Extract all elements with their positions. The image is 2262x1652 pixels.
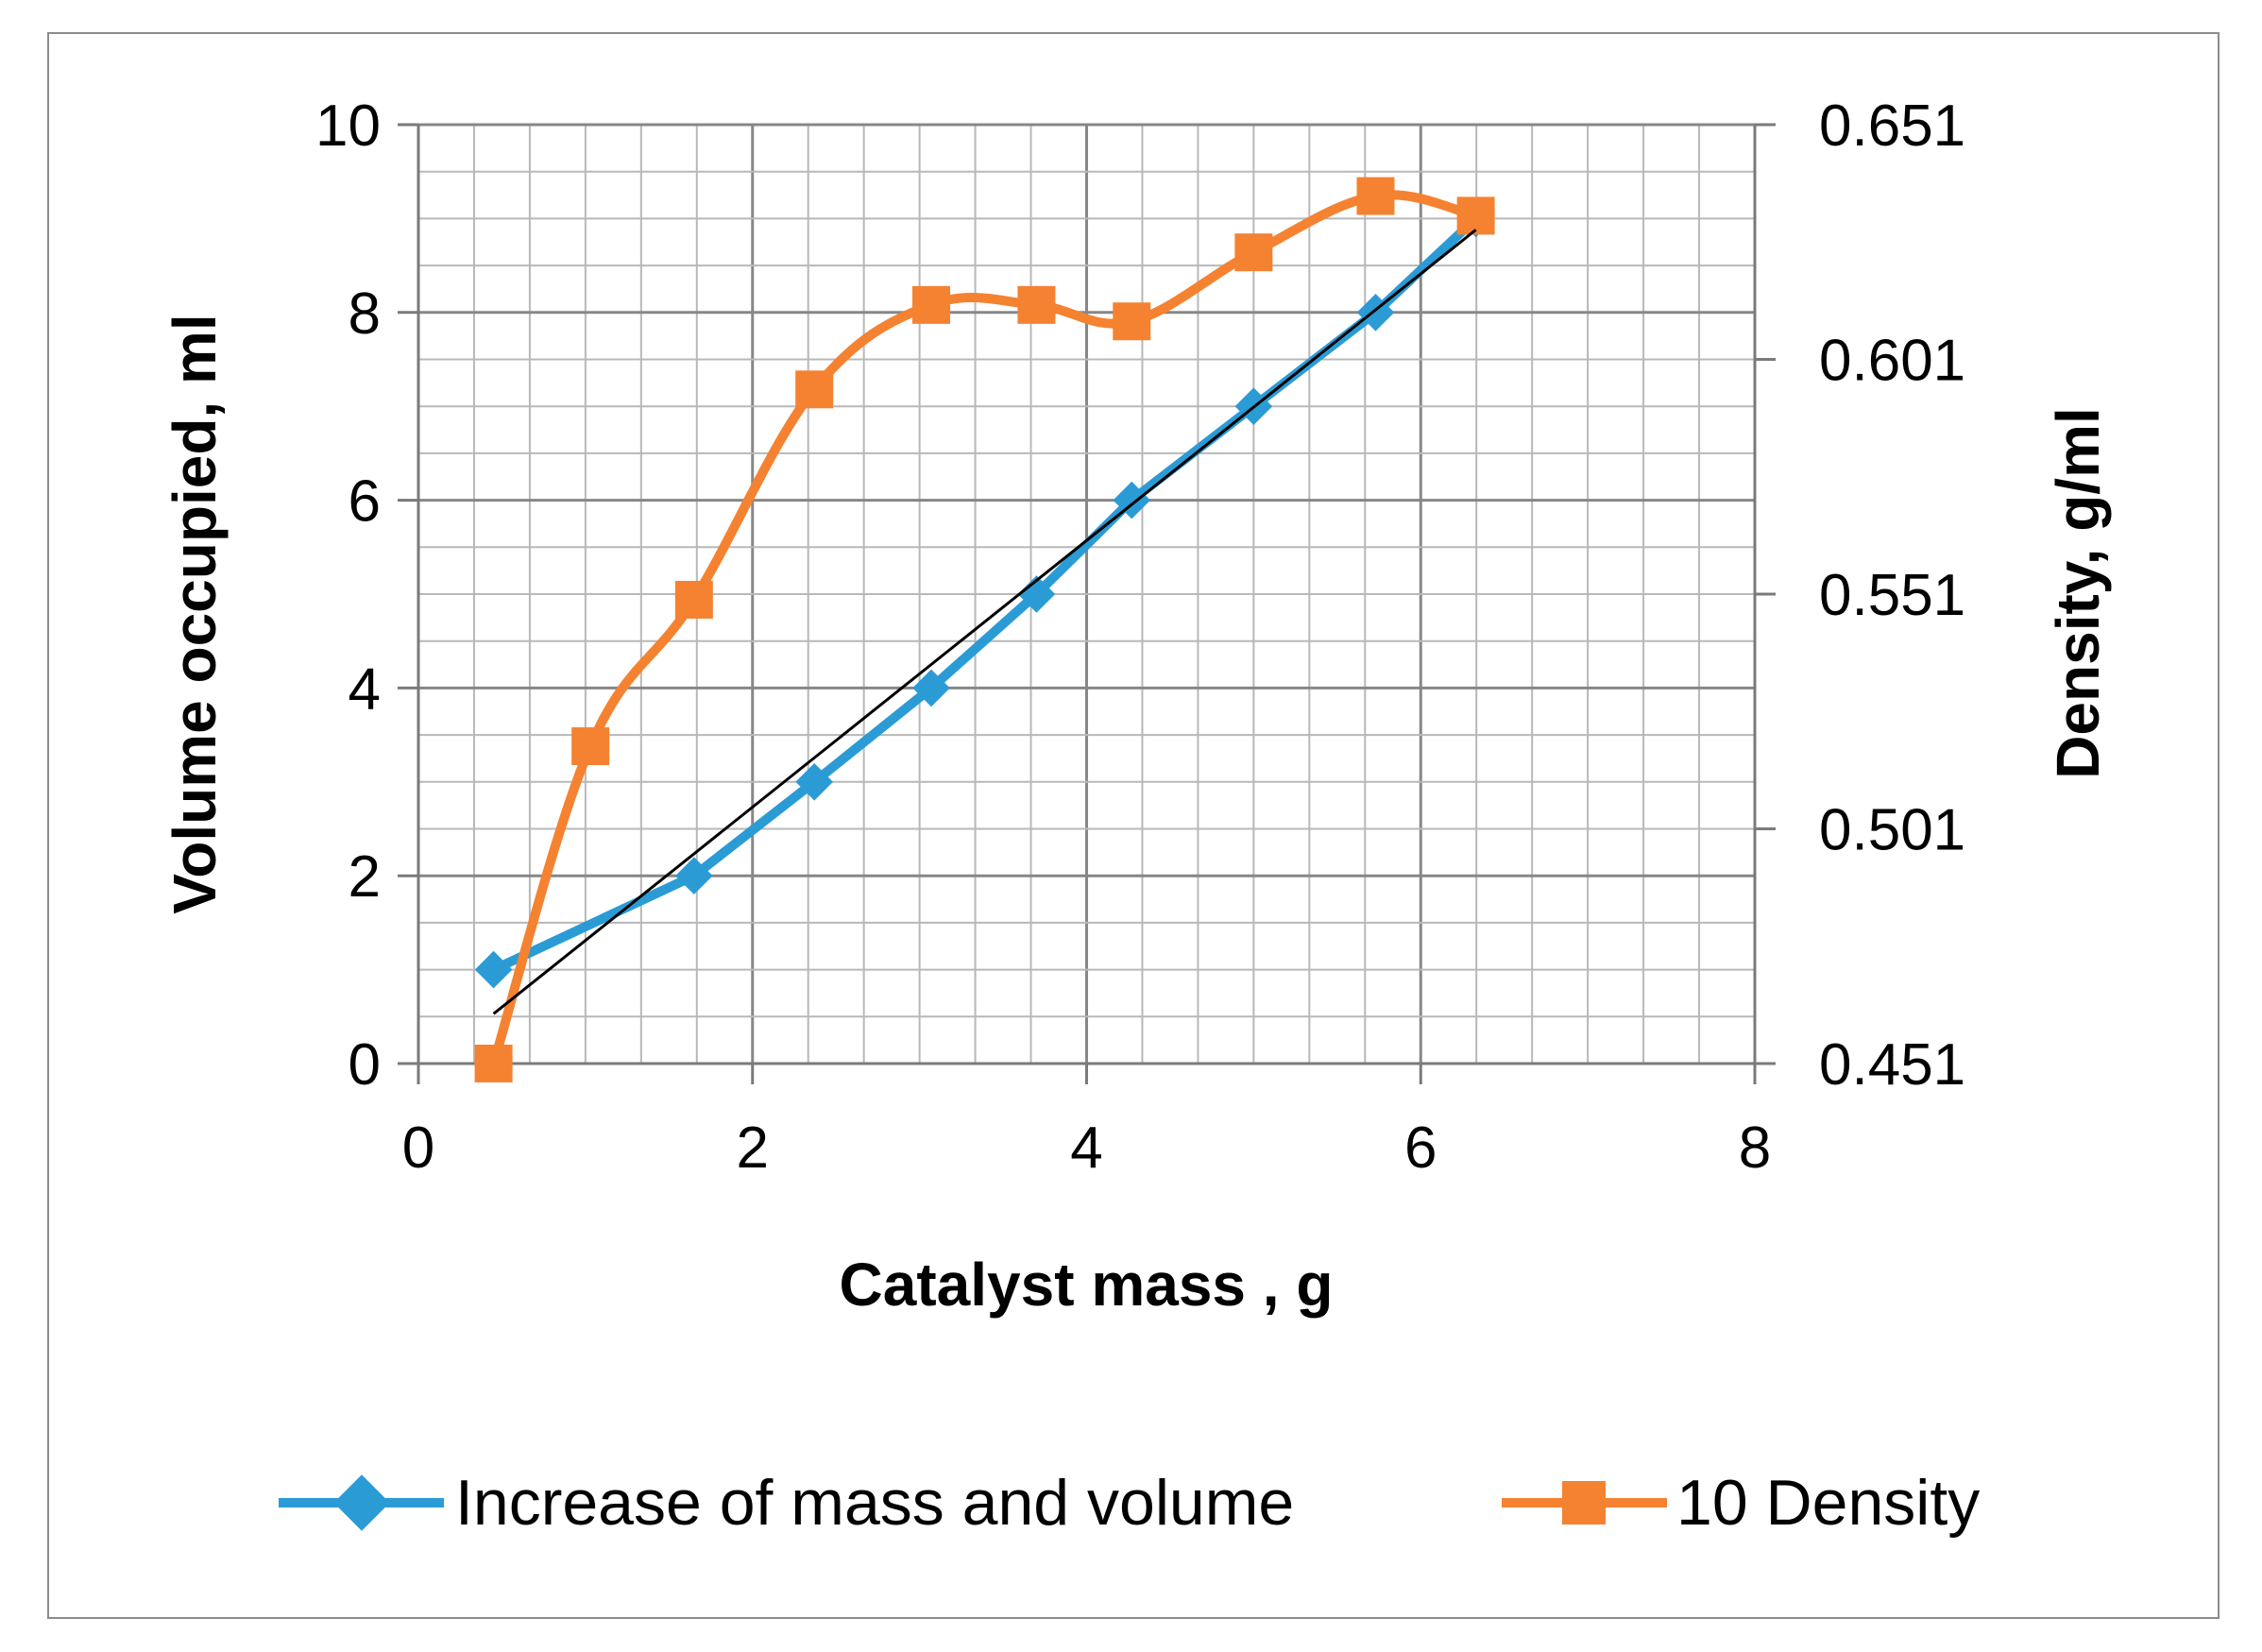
y2-axis-title: Density, g/ml [2044,407,2112,779]
chart-frame [47,32,2219,1619]
y2-tick-label: 0.651 [1819,94,1965,159]
legend-marker-square [1562,1481,1606,1524]
y2-tick-label: 0.601 [1819,329,1965,394]
data-point-diamond [1017,575,1056,613]
data-point-square [474,1045,513,1082]
tick-labels: 0 2 4 6 8 0 2 4 6 8 10 0.451 0.501 0.551 0.601 0.651 [315,94,1965,1181]
axes [398,123,1776,1084]
data-point-square [571,727,610,766]
data-point-diamond [912,669,950,707]
data-point-square [912,285,951,324]
data-point-square [1234,233,1273,272]
series-layer [474,177,1495,1082]
y-tick-label: 10 [315,94,381,159]
x-tick-label: 0 [402,1116,434,1181]
data-point-diamond [675,857,713,894]
data-point-square [1456,196,1495,235]
x-tick-label: 4 [1070,1116,1102,1181]
y-tick-label: 2 [349,844,381,910]
data-point-square [1113,302,1151,341]
y2-tick-label: 0.451 [1819,1032,1965,1098]
legend-marker-diamond [333,1474,390,1531]
y-tick-label: 8 [349,281,381,347]
data-point-diamond [474,950,513,989]
x-tick-label: 8 [1739,1116,1771,1181]
grid [417,123,1757,1065]
legend-label-mass-volume: Increase of mass and volume [455,1467,1294,1539]
data-point-diamond [795,763,833,801]
y2-tick-label: 0.501 [1819,798,1965,863]
y-tick-label: 4 [349,656,381,722]
y2-tick-label: 0.551 [1819,563,1965,628]
x-tick-label: 2 [737,1116,769,1181]
y-axis-title: Volume occupied, ml [161,314,229,913]
data-point-square [1017,285,1056,324]
legend-item-mass-volume: Increase of mass and volume [279,1467,1294,1539]
x-axis-title: Catalyst mass , g [840,1251,1334,1319]
data-point-diamond [1113,481,1151,519]
data-point-square [1356,177,1395,215]
y-tick-label: 0 [349,1032,381,1098]
data-point-square [674,580,713,619]
x-tick-label: 6 [1404,1116,1437,1181]
data-point-square [795,370,834,409]
y-tick-label: 6 [349,469,381,535]
trendline [492,229,1477,1015]
legend-item-density: 10 Density [1502,1467,1980,1539]
legend-label-density: 10 Density [1676,1467,1980,1539]
legend: Increase of mass and volume 10 Density [279,1467,1980,1539]
